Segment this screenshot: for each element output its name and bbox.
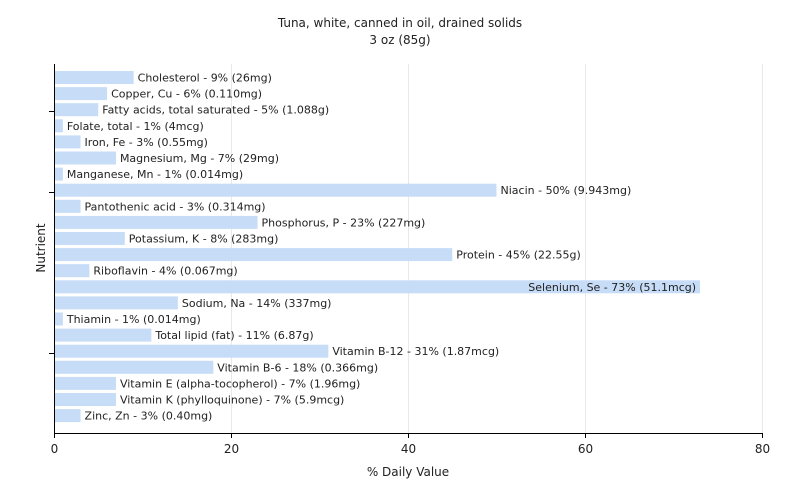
- bar-label: Protein - 45% (22.55g): [456, 249, 581, 262]
- bar: [55, 87, 108, 101]
- bar-label: Iron, Fe - 3% (0.55mg): [85, 136, 208, 149]
- bar-label: Magnesium, Mg - 7% (29mg): [120, 152, 279, 165]
- bar: [55, 119, 63, 133]
- bar: [55, 167, 63, 181]
- bar-label: Sodium, Na - 14% (337mg): [182, 297, 332, 310]
- x-axis-label: % Daily Value: [367, 465, 449, 479]
- bar-label: Thiamin - 1% (0.014mg): [66, 313, 201, 326]
- chart-subtitle: 3 oz (85g): [369, 33, 430, 47]
- bar: [55, 312, 63, 326]
- axes: 0 20 40 60 80: [49, 64, 770, 456]
- bar: [55, 393, 116, 406]
- x-tick-label: 20: [224, 442, 239, 456]
- bar-label: Phosphorus, P - 23% (227mg): [262, 216, 426, 229]
- bar-label: Total lipid (fat) - 11% (6.87g): [154, 329, 313, 342]
- bar-label: Vitamin B-12 - 31% (1.87mcg): [332, 345, 499, 358]
- bar-label: Fatty acids, total saturated - 5% (1.088…: [102, 104, 329, 117]
- bar: [55, 360, 214, 374]
- x-tick-label: 40: [401, 442, 416, 456]
- bar: [55, 280, 701, 294]
- y-axis-label: Nutrient: [34, 223, 48, 273]
- bar-label: Folate, total - 1% (4mcg): [67, 120, 204, 133]
- bar: [55, 103, 99, 117]
- bar-label: Cholesterol - 9% (26mg): [138, 72, 272, 85]
- x-tick-label: 60: [578, 442, 593, 456]
- bar-label: Potassium, K - 8% (283mg): [129, 233, 279, 246]
- bar-label: Zinc, Zn - 3% (0.40mg): [85, 410, 213, 423]
- x-tick-label: 80: [755, 442, 770, 456]
- bar-label: Vitamin E (alpha-tocopherol) - 7% (1.96m…: [120, 377, 360, 390]
- bar: [55, 71, 134, 84]
- bar: [55, 135, 81, 149]
- bar-label: Vitamin K (phylloquinone) - 7% (5.9mcg): [120, 394, 344, 407]
- bar: [55, 199, 81, 213]
- bar: [55, 328, 152, 342]
- bar-label: Vitamin B-6 - 18% (0.366mg): [217, 361, 378, 374]
- bar-label: Selenium, Se - 73% (51.1mcg): [528, 281, 696, 294]
- bar: [55, 183, 497, 197]
- chart-title: Tuna, white, canned in oil, drained soli…: [277, 16, 522, 30]
- bars: Cholesterol - 9% (26mg) Copper, Cu - 6% (…: [55, 71, 701, 423]
- bar: [55, 376, 116, 390]
- bar: [55, 409, 81, 423]
- bar-label: Riboflavin - 4% (0.067mg): [93, 265, 237, 278]
- bar-label: Copper, Cu - 6% (0.110mg): [111, 88, 262, 101]
- bar: [55, 344, 329, 358]
- bar-label: Pantothenic acid - 3% (0.314mg): [85, 200, 266, 213]
- bar: [55, 296, 178, 310]
- bar: [55, 232, 125, 245]
- bar: [55, 264, 90, 278]
- bar-label: Manganese, Mn - 1% (0.014mg): [67, 168, 243, 181]
- bar: [55, 215, 258, 229]
- bar-label: Niacin - 50% (9.943mg): [501, 184, 632, 197]
- x-tick-label: 0: [51, 442, 59, 456]
- bar: [55, 248, 453, 262]
- bar: [55, 151, 116, 165]
